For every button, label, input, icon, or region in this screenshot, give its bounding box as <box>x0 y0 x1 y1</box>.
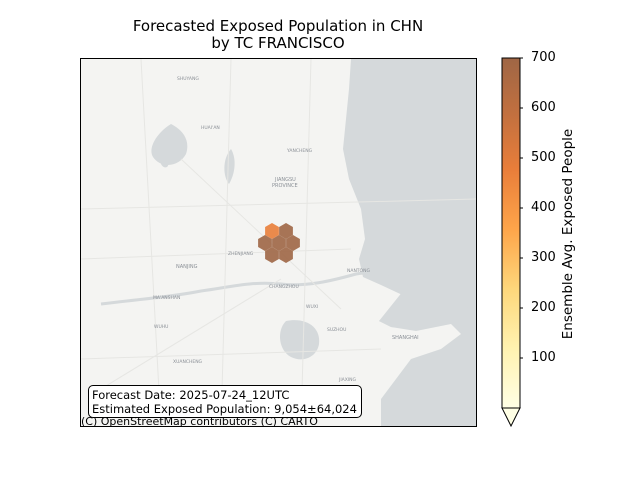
colorbar <box>501 57 523 428</box>
map-label-xuancheng: XUANCHENG <box>173 359 203 365</box>
map-label-wuxi: WUXI <box>306 304 318 310</box>
map-label-shuyang: SHUYANG <box>177 76 199 82</box>
map-label-nanjing: NANJING <box>176 264 198 270</box>
colorbar-tick-label: 700 <box>531 50 556 65</box>
colorbar-ticks <box>520 57 523 359</box>
hex-5[interactable] <box>286 235 300 251</box>
map-label-province: PROVINCE <box>272 183 298 189</box>
hex-2[interactable] <box>279 223 293 239</box>
map-label-suzhou: SUZHOU <box>327 327 346 333</box>
exposure-hexagons[interactable] <box>258 223 300 263</box>
map-label-huaian: HUAI'AN <box>201 125 220 131</box>
sea-area <box>343 59 476 426</box>
colorbar-tick-label: 300 <box>531 250 556 265</box>
map-label-yancheng: YANCHENG <box>286 148 313 154</box>
lake-gaoyou <box>224 149 235 184</box>
hex-4[interactable] <box>272 235 286 251</box>
map-panel[interactable]: SHUYANG HUAI'AN YANCHENG JIANGSU PROVINC… <box>80 58 477 427</box>
map-attribution: (C) OpenStreetMap contributors (C) CARTO <box>81 415 318 428</box>
colorbar-gradient <box>501 57 521 409</box>
yangtze-estuary <box>379 271 476 329</box>
hex-7[interactable] <box>279 247 293 263</box>
map-label-wuhu: WUHU <box>154 324 168 330</box>
hex-6[interactable] <box>265 247 279 263</box>
map-title-line2: by TC FRANCISCO <box>211 34 345 52</box>
map-label-shanghai: SHANGHAI <box>392 335 419 341</box>
forecast-date-text: Forecast Date: 2025-07-24_12UTC <box>92 388 290 402</box>
info-box: Forecast Date: 2025-07-24_12UTC Estimate… <box>88 385 362 418</box>
map-label-nantong: NANTONG <box>347 268 370 274</box>
exposed-population-text: Estimated Exposed Population: 9,054±64,0… <box>92 402 357 416</box>
colorbar-extend-triangle <box>501 407 521 428</box>
hex-1[interactable] <box>265 223 279 239</box>
map-label-jiangsu: JIANGSU <box>274 177 296 183</box>
map-title-line1: Forecasted Exposed Population in CHN <box>132 17 424 35</box>
map-label-zhenjiang: ZHENJIANG <box>228 251 254 257</box>
basemap: SHUYANG HUAI'AN YANCHENG JIANGSU PROVINC… <box>81 59 476 426</box>
lake-small <box>160 158 169 168</box>
lake-taihu <box>279 320 320 360</box>
colorbar-tick-label: 400 <box>531 200 556 215</box>
yangtze-river <box>100 271 402 306</box>
colorbar-tick-label: 500 <box>531 150 556 165</box>
colorbar-tick-label: 200 <box>531 300 556 315</box>
lake-hongze <box>151 124 188 165</box>
hex-3[interactable] <box>258 235 272 251</box>
colorbar-tick-label: 100 <box>531 350 556 365</box>
colorbar-label: Ensemble Avg. Exposed People <box>560 128 576 340</box>
map-label-jiaxing: JIAXING <box>338 377 357 383</box>
colorbar-tick-label: 600 <box>531 100 556 115</box>
map-label-changzhou: CHANGZHOU <box>269 284 299 290</box>
map-label-maanshan: MA'ANSHAN <box>153 295 180 301</box>
